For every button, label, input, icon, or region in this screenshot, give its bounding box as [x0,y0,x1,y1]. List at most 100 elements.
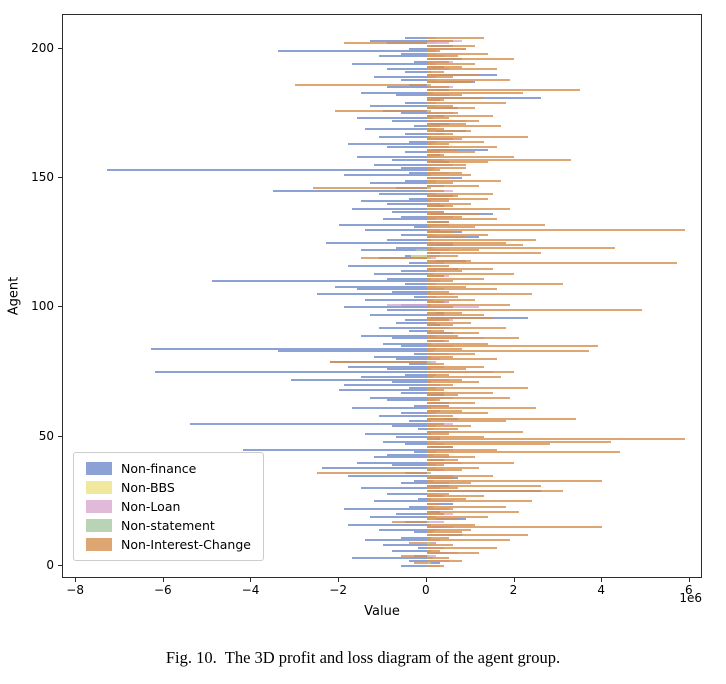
bar [400,391,427,394]
bar [426,78,511,81]
bar [426,438,686,441]
bar [426,477,454,480]
bar [426,559,462,562]
bar [426,425,471,428]
bar [426,440,611,443]
bar [418,427,427,430]
x-tick-label: 6 [685,583,693,597]
bar [426,89,581,92]
bar [426,148,489,151]
bar [426,404,449,407]
bar [426,73,480,76]
bar [378,327,427,330]
bar [426,365,484,368]
bar [352,208,427,211]
bar [426,37,484,40]
bar [426,523,476,526]
bar [426,171,462,174]
bar [426,283,563,286]
bar [426,430,524,433]
bar [361,91,427,94]
bar [426,420,506,423]
x-tick-mark [75,578,77,582]
bar [378,192,427,195]
bar [383,544,427,547]
bar [426,70,445,73]
bar [106,169,427,172]
bar [356,117,427,120]
bar [312,187,427,190]
bar [426,358,497,361]
bar [426,383,454,386]
bar [404,151,427,154]
bar [426,451,620,454]
bar [387,145,427,148]
legend-swatch-non-statement [86,519,112,532]
bar [413,562,427,565]
bar [396,435,427,438]
bar [400,482,427,485]
legend-swatch-non-bbs [86,481,112,494]
bar [411,254,427,257]
bar [426,138,462,141]
bar [374,76,427,79]
bar [400,52,427,55]
bar [426,301,445,304]
bar [426,487,458,490]
bar [426,249,480,252]
y-tick-label: 200 [31,40,54,55]
bar [426,363,445,366]
bar [426,231,454,234]
bar [426,285,467,288]
bar [400,270,427,273]
bar [400,215,427,218]
bar [369,104,427,107]
bar [356,156,427,159]
bar [426,337,519,340]
bar [343,42,427,45]
bar [426,391,493,394]
bar [409,505,427,508]
bar [426,197,489,200]
bar [426,122,467,125]
bar [426,381,480,384]
bar [155,371,427,374]
bar [426,303,511,306]
bar [426,484,541,487]
x-tick-mark [513,578,515,582]
bar [365,127,427,130]
bar [426,252,541,255]
bar [426,187,432,190]
bar [404,443,427,446]
bar [426,453,449,456]
bar [426,539,511,542]
bar [290,378,427,381]
bar [383,440,427,443]
bar [426,293,533,296]
bar [343,508,427,511]
bar [426,308,642,311]
bar [387,308,427,311]
bar [400,233,427,236]
bar [426,502,454,505]
bar [413,226,427,229]
bar [374,355,427,358]
x-tick-label: 0 [422,583,430,597]
bar [426,508,454,511]
bar [426,246,616,249]
bar [347,523,427,526]
bar [426,321,471,324]
bar [212,280,427,283]
bar [426,386,528,389]
bar [426,345,598,348]
bar [409,47,427,50]
bar [426,399,440,402]
bar [426,371,515,374]
bar [361,249,427,252]
figure-caption: Fig. 10. The 3D profit and loss diagram o… [0,648,726,668]
bar [415,249,427,252]
bar [426,239,537,242]
bar [426,490,563,493]
bar [426,526,603,529]
